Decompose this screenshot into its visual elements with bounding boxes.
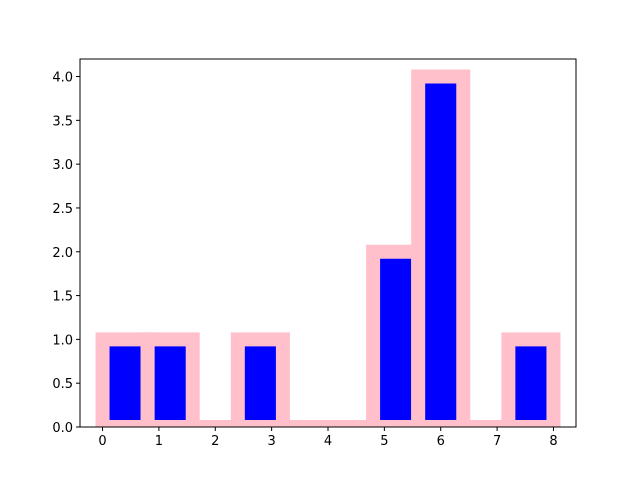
y-tick-label: 2.0	[52, 246, 73, 261]
bar	[501, 332, 561, 427]
y-tick-label: 4.0	[52, 71, 73, 86]
x-tick-label: 8	[549, 434, 557, 449]
y-tick-label: 3.0	[52, 158, 73, 173]
y-tick-label: 1.0	[52, 333, 73, 348]
y-tick-label: 2.5	[52, 202, 73, 217]
y-tick-label: 3.5	[52, 114, 73, 129]
bar	[140, 332, 200, 427]
y-tick-label: 0.0	[52, 421, 73, 436]
bar	[411, 69, 471, 427]
x-tick-label: 6	[437, 434, 445, 449]
x-tick-label: 1	[155, 434, 163, 449]
x-tick-label: 3	[267, 434, 275, 449]
axes: 0 1 2 3 4 5 6 7 8 0.0 0.5 1.0 1.5 2.0 2.5 3.0 3.5 4.0	[52, 58, 577, 449]
x-tick-label: 0	[98, 434, 106, 449]
x-tick-label: 2	[211, 434, 219, 449]
bar	[230, 332, 290, 427]
y-tick-label: 1.5	[52, 290, 73, 305]
y-tick-label: 0.5	[52, 377, 73, 392]
x-tick-label: 5	[380, 434, 388, 449]
plot-area	[95, 69, 561, 427]
x-tick-label: 7	[493, 434, 501, 449]
x-tick-label: 4	[324, 434, 332, 449]
